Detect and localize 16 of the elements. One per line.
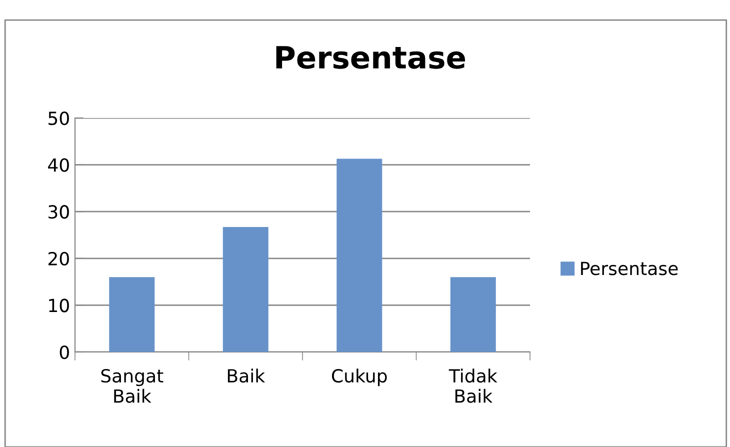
x-tick-label: Tidak Baik: [448, 368, 498, 403]
y-tick-label: 20: [48, 252, 69, 266]
bar: [109, 277, 155, 352]
bar: [450, 277, 496, 352]
chart-title: Persentase: [276, 46, 466, 69]
y-tick-label: 10: [49, 298, 69, 312]
x-tick-label: Baik: [228, 368, 266, 383]
x-tick-label: Cukup: [332, 368, 387, 386]
x-tick-label: Sangat Baik: [101, 368, 164, 403]
legend-label: Persentase: [581, 262, 678, 276]
y-tick-label: 0: [60, 345, 69, 360]
bar: [222, 227, 268, 352]
y-tick-label: 40: [48, 158, 69, 172]
y-tick-label: 50: [48, 111, 69, 126]
bar: [336, 158, 382, 352]
y-tick-label: 30: [48, 205, 69, 219]
